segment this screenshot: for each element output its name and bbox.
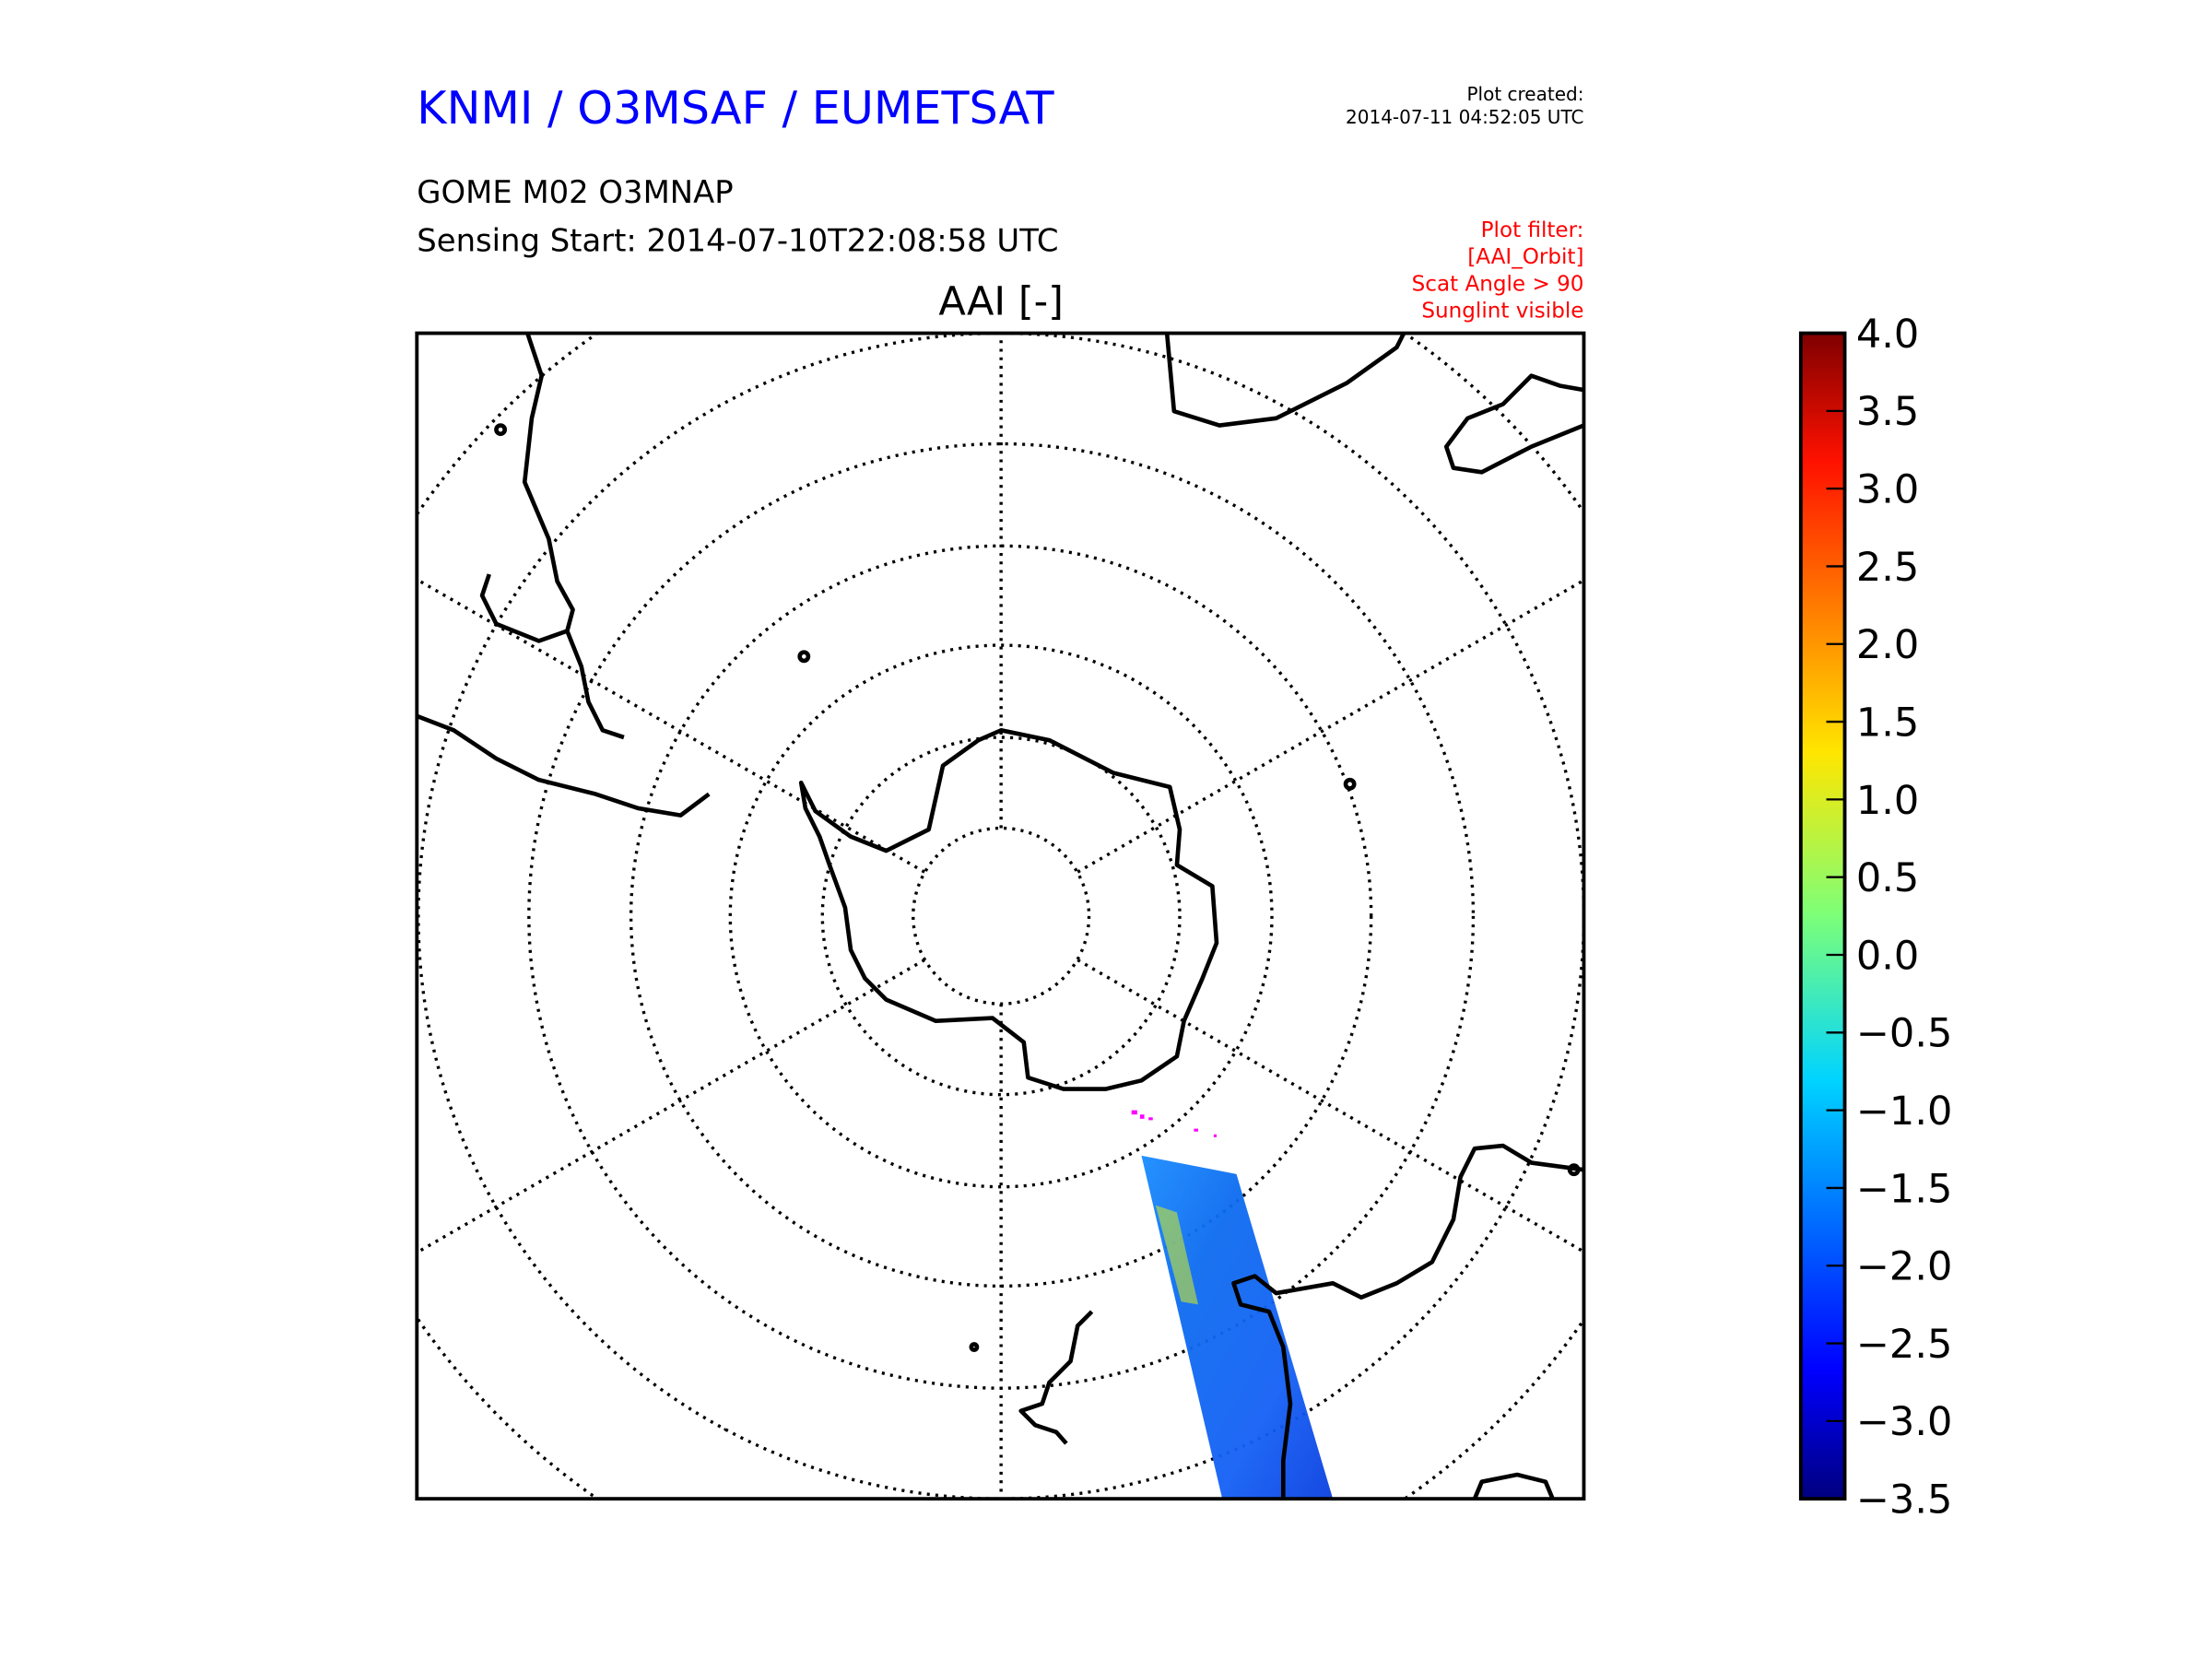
plot-created-time: 2014-07-11 04:52:05 UTC bbox=[1346, 106, 1583, 128]
coast-new-zealand bbox=[1018, 1310, 1094, 1445]
coast-africa bbox=[1164, 333, 1406, 428]
colorbar-tick-label: 2.0 bbox=[1856, 622, 1919, 668]
coastlines bbox=[417, 333, 1584, 1500]
filter-line: [AAI_Orbit] bbox=[1467, 245, 1583, 269]
colorbar-tick-label: 3.5 bbox=[1856, 389, 1919, 435]
colorbar-tick-label: −1.0 bbox=[1856, 1088, 1953, 1135]
sensing-start: Sensing Start: 2014-07-10T22:08:58 UTC bbox=[417, 222, 1058, 258]
colorbar-tick-label: 0.5 bbox=[1856, 855, 1919, 901]
aai-outlier-points bbox=[1131, 1110, 1217, 1137]
colorbar-tick-label: −1.5 bbox=[1856, 1166, 1953, 1212]
colorbar bbox=[1798, 331, 1847, 1501]
chart-title: AAI [-] bbox=[938, 279, 1064, 325]
parallel-circle bbox=[912, 826, 1091, 1006]
parallel-circle bbox=[820, 735, 1182, 1097]
colorbar-tick-label: 0.0 bbox=[1856, 933, 1919, 979]
filter-line: Sunglint visible bbox=[1421, 300, 1583, 324]
colorbar-tick-label: 1.0 bbox=[1856, 778, 1919, 824]
coast-se bbox=[1472, 1472, 1555, 1500]
coast-antarctica bbox=[798, 728, 1219, 1091]
aai-swath bbox=[1141, 1155, 1334, 1500]
filter-line: Plot filter: bbox=[1481, 218, 1584, 242]
parallel-circle bbox=[527, 441, 1476, 1390]
plot-created-label: Plot created: bbox=[1466, 83, 1583, 105]
colorbar-tick-label: −3.0 bbox=[1856, 1399, 1953, 1445]
parallel-circle bbox=[417, 333, 1584, 1500]
plot-filter: Plot filter: [AAI_Orbit] Scat Angle > 90… bbox=[1412, 218, 1584, 324]
coast-australia bbox=[1231, 1143, 1584, 1500]
org-title: KNMI / O3MSAF / EUMETSAT bbox=[417, 81, 1054, 135]
coast-west bbox=[417, 713, 711, 818]
colorbar-tick-label: −3.5 bbox=[1856, 1477, 1953, 1524]
meridians bbox=[417, 333, 1584, 1500]
colorbar-tick-label: 1.5 bbox=[1856, 700, 1919, 746]
colorbar-tick-label: 3.0 bbox=[1856, 467, 1919, 513]
filter-line: Scat Angle > 90 bbox=[1412, 272, 1584, 296]
aai-swath-high-values bbox=[1155, 1205, 1198, 1305]
coast-south-america bbox=[479, 333, 625, 740]
colorbar-tick-label: 2.5 bbox=[1856, 545, 1919, 591]
meridian-line bbox=[417, 577, 925, 874]
product-name: GOME M02 O3MNAP bbox=[417, 174, 733, 210]
map bbox=[417, 333, 1584, 1500]
colorbar-tick-label: 4.0 bbox=[1856, 312, 1919, 358]
parallel-circle bbox=[728, 643, 1274, 1189]
colorbar-tick-label: −2.5 bbox=[1856, 1322, 1953, 1368]
meridian-line bbox=[417, 959, 925, 1254]
colorbar-tick-label: −0.5 bbox=[1856, 1011, 1953, 1057]
colorbar-tick-label: −2.0 bbox=[1856, 1244, 1953, 1290]
meridian-line bbox=[1077, 578, 1584, 874]
map-frame bbox=[415, 331, 1586, 1501]
coast-island-ne bbox=[1443, 373, 1584, 475]
colorbar-ticks: 4.0 3.5 3.0 2.5 2.0 1.5 1.0 0.5 0.0 −0.5 −1.0 −1.5 −… bbox=[1826, 312, 1953, 1524]
